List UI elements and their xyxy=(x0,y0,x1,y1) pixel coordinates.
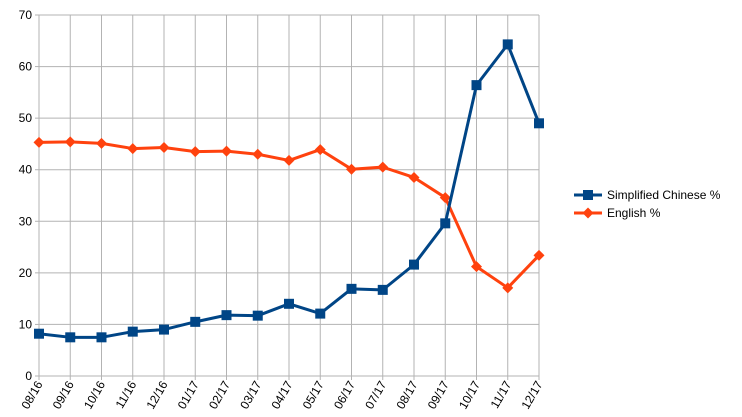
x-tick-label: 02/17 xyxy=(206,378,233,411)
data-point xyxy=(252,148,264,160)
data-point xyxy=(502,282,514,294)
x-tick-label: 11/17 xyxy=(488,378,515,411)
x-tick-label: 08/16 xyxy=(18,378,45,411)
axes xyxy=(35,14,540,380)
series-simplified-chinese xyxy=(34,39,544,343)
y-tick-label: 60 xyxy=(19,60,33,74)
data-point xyxy=(502,39,513,50)
data-point xyxy=(33,136,45,148)
legend-label: English % xyxy=(607,206,661,220)
data-point xyxy=(471,261,482,273)
y-tick-label: 30 xyxy=(19,214,33,228)
data-point xyxy=(408,171,420,183)
data-point xyxy=(346,163,357,175)
legend-label: Simplified Chinese % xyxy=(607,188,721,202)
x-tick-label: 10/17 xyxy=(456,378,483,411)
data-series xyxy=(33,39,545,343)
data-point xyxy=(377,284,388,295)
y-tick-label: 40 xyxy=(19,163,33,177)
data-point xyxy=(377,161,389,173)
x-tick-label: 07/17 xyxy=(362,378,389,411)
data-point xyxy=(315,308,326,319)
data-point xyxy=(284,298,294,309)
data-point xyxy=(158,142,170,154)
x-tick-label: 08/17 xyxy=(393,378,420,411)
data-point xyxy=(533,249,545,261)
x-tick-label: 06/17 xyxy=(331,378,358,411)
data-point xyxy=(283,154,295,166)
grid-lines xyxy=(38,14,540,377)
data-point xyxy=(34,328,44,339)
data-point xyxy=(127,326,138,337)
data-point xyxy=(471,80,482,91)
data-point xyxy=(159,324,169,335)
data-point xyxy=(346,283,357,294)
x-tick-label: 05/17 xyxy=(300,378,327,411)
x-axis-tick-labels: 08/16 09/16 10/16 11/16 12/16 01/17 02/17 03/17… xyxy=(18,378,545,411)
legend-marker xyxy=(583,190,593,200)
data-point xyxy=(221,310,232,321)
x-tick-label: 04/17 xyxy=(268,378,295,411)
x-tick-label: 10/16 xyxy=(81,378,108,411)
data-point xyxy=(314,144,326,156)
x-tick-label: 01/17 xyxy=(175,378,202,411)
data-point xyxy=(96,332,107,343)
y-tick-label: 0 xyxy=(25,369,32,383)
data-point xyxy=(409,259,419,270)
legend: Simplified Chinese % English % xyxy=(574,188,721,220)
data-point xyxy=(189,146,201,158)
data-point xyxy=(190,316,201,327)
y-tick-label: 70 xyxy=(19,8,33,22)
x-tick-label: 12/16 xyxy=(143,378,170,411)
legend-marker xyxy=(582,207,594,219)
x-tick-label: 09/16 xyxy=(50,378,77,411)
series-english xyxy=(33,136,545,294)
y-tick-label: 10 xyxy=(19,317,33,331)
y-axis-tick-labels: 0 10 20 30 40 50 60 70 xyxy=(19,8,33,383)
x-tick-label: 03/17 xyxy=(237,378,264,411)
data-point xyxy=(65,332,76,343)
x-tick-label: 09/17 xyxy=(425,378,452,411)
data-point xyxy=(127,143,139,155)
data-point xyxy=(534,118,544,129)
data-point xyxy=(96,137,107,149)
data-point xyxy=(64,136,76,148)
x-tick-label: 11/16 xyxy=(113,378,140,411)
y-tick-label: 20 xyxy=(19,266,33,280)
data-point xyxy=(252,310,263,321)
data-point xyxy=(439,192,451,204)
y-tick-label: 50 xyxy=(19,111,33,125)
data-point xyxy=(440,218,451,229)
x-tick-label: 12/17 xyxy=(518,378,545,411)
data-point xyxy=(221,145,232,157)
